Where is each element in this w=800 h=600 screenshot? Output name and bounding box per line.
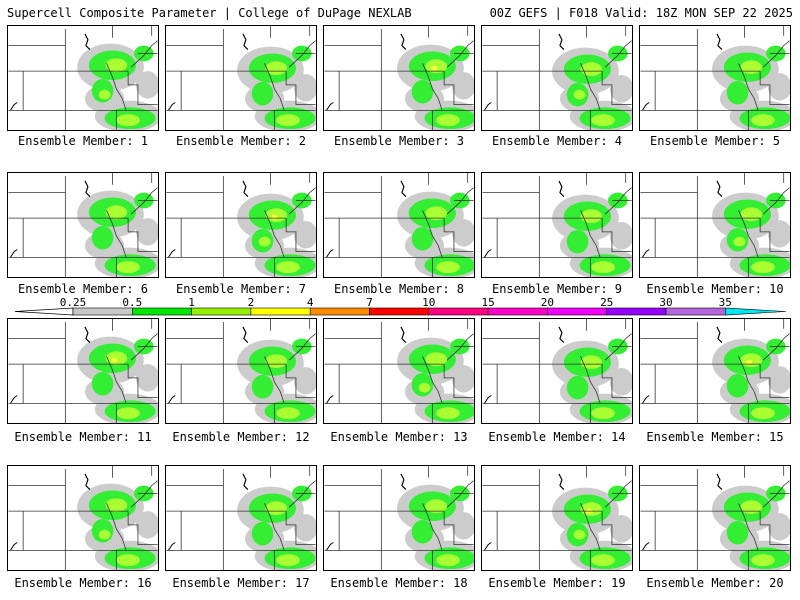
- ensemble-member-map: [639, 318, 791, 424]
- colorbar-tick-label: 1: [188, 296, 195, 309]
- colorbar-tick-label: 10: [422, 296, 435, 309]
- ensemble-member-label: Ensemble Member: 4: [491, 134, 623, 148]
- colorbar-start-arrow: [14, 307, 74, 316]
- ensemble-member-map: [639, 172, 791, 278]
- colorbar-end-arrow: [724, 307, 787, 316]
- ensemble-member-label: Ensemble Member: 19: [488, 576, 626, 590]
- ensemble-member-label: Ensemble Member: 17: [172, 576, 310, 590]
- member-map-svg: [8, 26, 158, 130]
- ensemble-member-label: Ensemble Member: 1: [17, 134, 149, 148]
- member-map-svg: [482, 173, 632, 277]
- ensemble-member-label: Ensemble Member: 5: [649, 134, 781, 148]
- colorbar-tick-label: 0.5: [122, 296, 142, 309]
- ensemble-member-label: Ensemble Member: 13: [330, 430, 468, 444]
- colorbar-tick-label: 35: [719, 296, 732, 309]
- member-map-svg: [640, 466, 790, 570]
- ensemble-member-map: [323, 318, 475, 424]
- ensemble-member-map: [7, 465, 159, 571]
- ensemble-member-map: [165, 172, 317, 278]
- map-title: Supercell Composite Parameter | College …: [7, 6, 412, 20]
- colorbar-tick-label: 7: [366, 296, 373, 309]
- colorbar-segment: [547, 307, 608, 316]
- member-map-svg: [166, 26, 316, 130]
- colorbar-segment: [606, 307, 667, 316]
- ensemble-member-map: [165, 318, 317, 424]
- ensemble-member-map: [481, 465, 633, 571]
- member-map-svg: [482, 26, 632, 130]
- colorbar-tick-label: 2: [248, 296, 255, 309]
- ensemble-member-label: Ensemble Member: 18: [330, 576, 468, 590]
- member-map-svg: [324, 319, 474, 423]
- member-map-svg: [482, 319, 632, 423]
- member-map-svg: [324, 173, 474, 277]
- ensemble-member-map: [481, 172, 633, 278]
- colorbar-tick-label: 30: [659, 296, 672, 309]
- ensemble-member-label: Ensemble Member: 11: [14, 430, 152, 444]
- colorbar-segment: [309, 307, 370, 316]
- colorbar-segment: [369, 307, 430, 316]
- member-map-svg: [166, 319, 316, 423]
- ensemble-member-map: [639, 465, 791, 571]
- ensemble-member-label: Ensemble Member: 9: [491, 282, 623, 296]
- colorbar-tick-label: 15: [481, 296, 494, 309]
- color-legend: 0.25 0.5 1 2 4 7 10 15 20 25 30 35: [14, 296, 787, 316]
- colorbar-segment: [132, 307, 192, 316]
- member-map-svg: [166, 173, 316, 277]
- member-map-svg: [8, 173, 158, 277]
- ensemble-member-label: Ensemble Member: 7: [175, 282, 307, 296]
- ensemble-member-label: Ensemble Member: 20: [646, 576, 784, 590]
- ensemble-member-label: Ensemble Member: 12: [172, 430, 310, 444]
- colorbar-segment: [72, 307, 133, 316]
- valid-time: 00Z GEFS | F018 Valid: 18Z MON SEP 22 20…: [489, 6, 793, 20]
- ensemble-member-map: [7, 25, 159, 131]
- colorbar-segment: [250, 307, 311, 316]
- ensemble-member-map: [323, 25, 475, 131]
- ensemble-member-label: Ensemble Member: 14: [488, 430, 626, 444]
- member-map-svg: [640, 26, 790, 130]
- ensemble-member-label: Ensemble Member: 3: [333, 134, 465, 148]
- ensemble-member-label: Ensemble Member: 10: [646, 282, 784, 296]
- ensemble-member-map: [7, 172, 159, 278]
- ensemble-member-label: Ensemble Member: 2: [175, 134, 307, 148]
- member-map-svg: [640, 173, 790, 277]
- ensemble-member-label: Ensemble Member: 8: [333, 282, 465, 296]
- colorbar-segment: [665, 307, 726, 316]
- member-map-svg: [482, 466, 632, 570]
- colorbar-tick-label: 4: [307, 296, 314, 309]
- ensemble-member-label: Ensemble Member: 6: [17, 282, 149, 296]
- colorbar-segment: [487, 307, 548, 316]
- colorbar-tick-label: 25: [600, 296, 613, 309]
- member-map-svg: [324, 466, 474, 570]
- ensemble-member-map: [323, 172, 475, 278]
- ensemble-member-map: [165, 25, 317, 131]
- ensemble-member-map: [481, 318, 633, 424]
- ensemble-member-label: Ensemble Member: 15: [646, 430, 784, 444]
- colorbar-segment: [191, 307, 252, 316]
- member-map-svg: [640, 319, 790, 423]
- colorbar-tick-label: 20: [541, 296, 554, 309]
- member-map-svg: [8, 466, 158, 570]
- member-map-svg: [324, 26, 474, 130]
- ensemble-member-map: [639, 25, 791, 131]
- ensemble-member-map: [165, 465, 317, 571]
- ensemble-member-map: [481, 25, 633, 131]
- ensemble-member-label: Ensemble Member: 16: [14, 576, 152, 590]
- ensemble-member-map: [323, 465, 475, 571]
- member-map-svg: [8, 319, 158, 423]
- ensemble-member-map: [7, 318, 159, 424]
- member-map-svg: [166, 466, 316, 570]
- colorbar-segment: [428, 307, 489, 316]
- colorbar-tick-label: 0.25: [60, 296, 87, 309]
